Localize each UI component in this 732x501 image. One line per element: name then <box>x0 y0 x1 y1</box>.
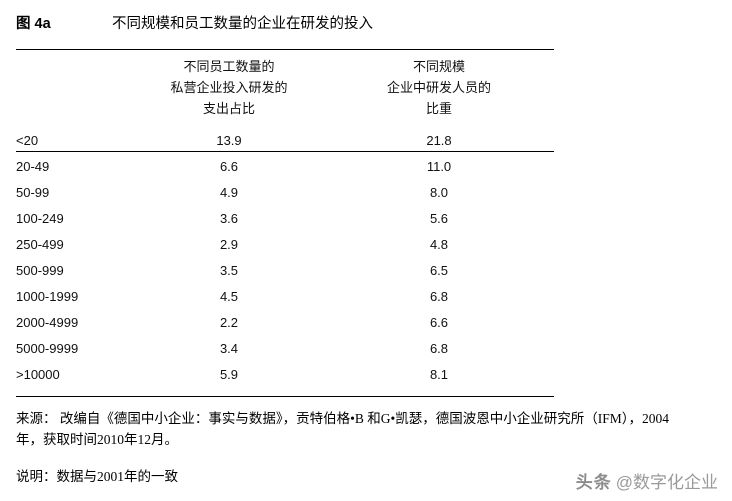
row-label: 20-49 <box>16 159 50 174</box>
row-value-expenditure: 4.5 <box>219 289 239 304</box>
row-value-expenditure: 6.6 <box>219 159 239 174</box>
table-row: 100-249 3.6 5.6 <box>16 206 554 232</box>
description-note: 说明：数据与2001年的一致 <box>16 469 178 484</box>
column-header-line: 私营企业投入研发的 <box>170 80 288 95</box>
row-value-personnel: 4.8 <box>429 237 449 252</box>
row-label: 2000-4999 <box>16 315 79 330</box>
column-header-size <box>16 56 134 124</box>
row-value-expenditure: 5.9 <box>219 367 239 382</box>
table-row: 50-99 4.9 8.0 <box>16 180 554 206</box>
research-spending-table: 不同员工数量的 私营企业投入研发的 支出占比 不同规模 企业中研发人员的 比重 … <box>16 56 554 388</box>
row-label: 100-249 <box>16 211 64 226</box>
source-note-line2: 年，获取时间2010年12月。 <box>16 432 178 447</box>
row-label: <20 <box>16 133 39 148</box>
column-header-line: 企业中研发人员的 <box>386 80 491 95</box>
table-row: 5000-9999 3.4 6.8 <box>16 336 554 362</box>
table-top-rule <box>16 49 554 50</box>
column-header-rnd-personnel-share: 不同规模 企业中研发人员的 比重 <box>324 56 554 124</box>
row-value-personnel: 5.6 <box>429 211 449 226</box>
row-value-expenditure: 2.2 <box>219 315 239 330</box>
table-header-row: 不同员工数量的 私营企业投入研发的 支出占比 不同规模 企业中研发人员的 比重 <box>16 56 554 124</box>
source-note-line1: 来源： 改编自《德国中小企业：事实与数据》，贡特伯格•B 和G•凯瑟，德国波恩中… <box>16 411 669 426</box>
row-value-personnel: 6.8 <box>429 289 449 304</box>
row-label: 250-499 <box>16 237 64 252</box>
column-header-line: 比重 <box>425 101 452 116</box>
column-header-line: 支出占比 <box>202 101 255 116</box>
row-value-expenditure: 3.4 <box>219 341 239 356</box>
row-value-expenditure: 3.6 <box>219 211 239 226</box>
row-value-personnel: 11.0 <box>426 159 452 174</box>
row-value-personnel: 6.8 <box>429 341 449 356</box>
table-row: <20 13.9 21.8 <box>16 124 554 154</box>
row-label: >10000 <box>16 367 60 382</box>
row-label: 50-99 <box>16 185 50 200</box>
column-header-private-rnd-expenditure-share: 不同员工数量的 私营企业投入研发的 支出占比 <box>134 56 324 124</box>
watermark: 头条 @数字化企业 <box>576 468 718 493</box>
row-value-expenditure: 4.9 <box>219 185 239 200</box>
table-body: <20 13.9 21.8 20-49 6.6 11.0 50-99 4.9 8… <box>16 124 554 388</box>
row-value-personnel: 6.5 <box>429 263 449 278</box>
watermark-account: @数字化企业 <box>615 473 718 492</box>
table-row: 20-49 6.6 11.0 <box>16 154 554 180</box>
row-value-personnel: 21.8 <box>426 133 452 148</box>
table-row: 1000-1999 4.5 6.8 <box>16 284 554 310</box>
figure-label: 图 4a <box>16 16 51 32</box>
table-header-rule <box>16 151 554 152</box>
table-row: 250-499 2.9 4.8 <box>16 232 554 258</box>
column-header-line: 不同员工数量的 <box>183 59 275 74</box>
row-label: 500-999 <box>16 263 64 278</box>
table-header: 不同员工数量的 私营企业投入研发的 支出占比 不同规模 企业中研发人员的 比重 <box>16 56 554 124</box>
row-value-personnel: 8.0 <box>429 185 449 200</box>
source-note: 来源： 改编自《德国中小企业：事实与数据》，贡特伯格•B 和G•凯瑟，德国波恩中… <box>16 408 722 450</box>
figure-title-row: 图 4a 不同规模和员工数量的企业在研发的投入 <box>16 12 716 33</box>
table-row: >10000 5.9 8.1 <box>16 362 554 388</box>
row-value-expenditure: 13.9 <box>216 133 242 148</box>
table-row: 2000-4999 2.2 6.6 <box>16 310 554 336</box>
table-row: 500-999 3.5 6.5 <box>16 258 554 284</box>
table-bottom-rule <box>16 396 554 397</box>
figure-title: 不同规模和员工数量的企业在研发的投入 <box>112 16 373 32</box>
row-value-expenditure: 2.9 <box>219 237 239 252</box>
column-header-line: 不同规模 <box>412 59 465 74</box>
row-value-personnel: 6.6 <box>429 315 449 330</box>
watermark-brand: 头条 <box>575 473 612 492</box>
row-label: 1000-1999 <box>16 289 79 304</box>
row-value-expenditure: 3.5 <box>219 263 239 278</box>
row-label: 5000-9999 <box>16 341 79 356</box>
row-value-personnel: 8.1 <box>429 367 449 382</box>
